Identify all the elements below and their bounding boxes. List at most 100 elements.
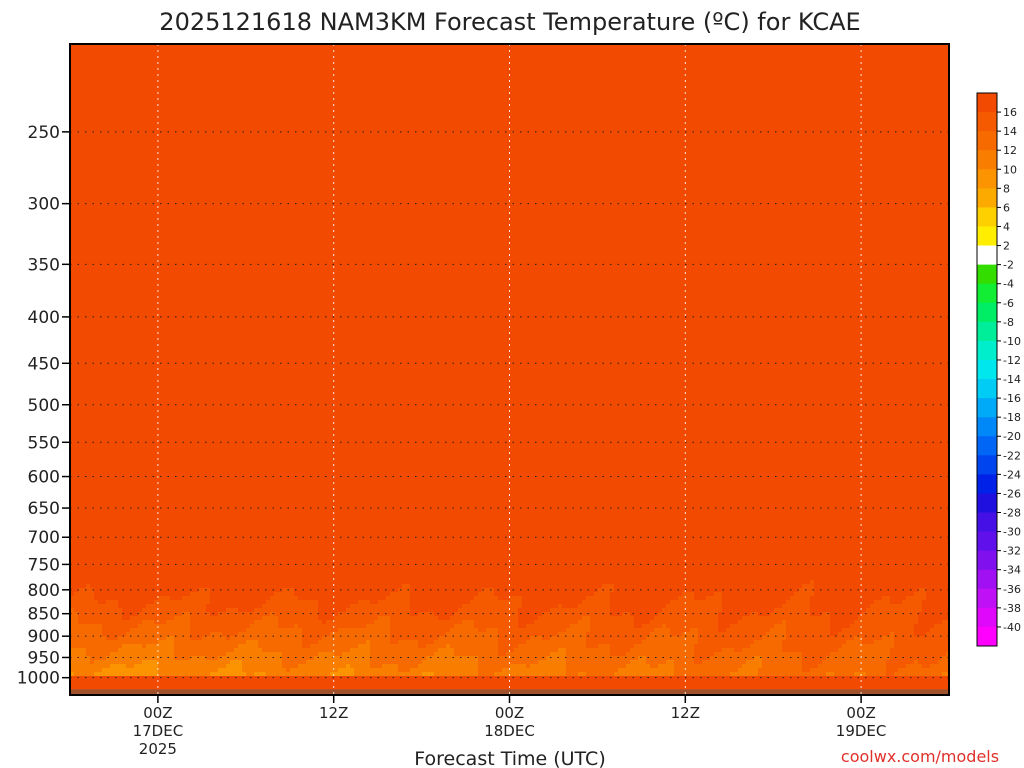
heatmap-cell	[850, 104, 855, 109]
heatmap-cell	[790, 80, 795, 85]
heatmap-cell	[558, 120, 563, 125]
heatmap-cell	[398, 44, 403, 49]
heatmap-cell	[738, 128, 743, 133]
heatmap-cell	[778, 116, 783, 121]
heatmap-cell	[326, 96, 331, 101]
heatmap-cell	[926, 84, 931, 89]
heatmap-cell	[614, 128, 619, 133]
heatmap-cell	[346, 104, 351, 109]
heatmap-cell	[306, 76, 311, 81]
heatmap-cell	[806, 112, 811, 117]
heatmap-cell	[78, 72, 83, 77]
heatmap-cell	[110, 112, 115, 117]
heatmap-cell	[122, 80, 127, 85]
heatmap-cell	[822, 56, 827, 61]
heatmap-cell	[126, 68, 131, 73]
heatmap-cell	[762, 60, 767, 65]
heatmap-cell	[346, 60, 351, 65]
heatmap-cell	[518, 48, 523, 53]
heatmap-cell	[302, 96, 307, 101]
heatmap-cell	[622, 108, 627, 113]
heatmap-cell	[874, 104, 879, 109]
heatmap-cell	[194, 100, 199, 105]
heatmap-cell	[426, 116, 431, 121]
heatmap-cell	[330, 96, 335, 101]
heatmap-cell	[458, 112, 463, 117]
heatmap-cell	[694, 84, 699, 89]
heatmap-cell	[846, 100, 851, 105]
heatmap-cell	[862, 92, 867, 97]
heatmap-cell	[514, 116, 519, 121]
heatmap-cell	[442, 108, 447, 113]
heatmap-cell	[726, 64, 731, 69]
heatmap-cell	[406, 52, 411, 57]
heatmap-cell	[582, 100, 587, 105]
heatmap-cell	[914, 108, 919, 113]
heatmap-cell	[846, 44, 851, 49]
heatmap-cell	[726, 60, 731, 65]
heatmap-cell	[270, 56, 275, 61]
heatmap-cell	[814, 124, 819, 129]
heatmap-cell	[378, 64, 383, 69]
heatmap-cell	[270, 124, 275, 129]
heatmap-cell	[790, 48, 795, 53]
heatmap-cell	[114, 100, 119, 105]
heatmap-cell	[714, 116, 719, 121]
heatmap-cell	[506, 56, 511, 61]
heatmap-cell	[918, 80, 923, 85]
heatmap-cell	[134, 116, 139, 121]
heatmap-cell	[98, 112, 103, 117]
heatmap-cell	[678, 72, 683, 77]
heatmap-cell	[782, 96, 787, 101]
heatmap-cell	[782, 108, 787, 113]
heatmap-cell	[322, 76, 327, 81]
heatmap-cell	[902, 88, 907, 93]
heatmap-cell	[302, 72, 307, 77]
heatmap-cell	[82, 116, 87, 121]
heatmap-cell	[894, 104, 899, 109]
heatmap-cell	[634, 84, 639, 89]
heatmap-cell	[574, 92, 579, 97]
heatmap-cell	[190, 72, 195, 77]
heatmap-cell	[562, 124, 567, 129]
heatmap-cell	[70, 72, 75, 77]
heatmap-cell	[610, 68, 615, 73]
heatmap-cell	[250, 128, 255, 133]
heatmap-cell	[558, 92, 563, 97]
heatmap-cell	[338, 108, 343, 113]
heatmap-cell	[550, 128, 555, 133]
heatmap-cell	[486, 60, 491, 65]
heatmap-cell	[658, 100, 663, 105]
heatmap-cell	[518, 100, 523, 105]
heatmap-cell	[298, 64, 303, 69]
heatmap-cell	[734, 112, 739, 117]
heatmap-cell	[702, 124, 707, 129]
heatmap-cell	[618, 120, 623, 125]
heatmap-cell	[478, 48, 483, 53]
heatmap-cell	[266, 72, 271, 77]
heatmap-cell	[222, 124, 227, 129]
heatmap-cell	[398, 112, 403, 117]
heatmap-cell	[838, 96, 843, 101]
heatmap-cell	[134, 80, 139, 85]
heatmap-cell	[706, 108, 711, 113]
heatmap-cell	[70, 52, 75, 57]
heatmap-cell	[658, 84, 663, 89]
heatmap-cell	[706, 48, 711, 53]
heatmap-cell	[498, 124, 503, 129]
heatmap-cell	[346, 92, 351, 97]
heatmap-cell	[502, 112, 507, 117]
heatmap-cell	[774, 108, 779, 113]
heatmap-cell	[502, 100, 507, 105]
heatmap-cell	[930, 72, 935, 77]
heatmap-cell	[706, 92, 711, 97]
heatmap-cell	[894, 84, 899, 89]
heatmap-cell	[246, 64, 251, 69]
heatmap-cell	[482, 84, 487, 89]
heatmap-cell	[694, 48, 699, 53]
heatmap-cell	[354, 108, 359, 113]
heatmap-cell	[650, 100, 655, 105]
heatmap-cell	[870, 52, 875, 57]
heatmap-cell	[402, 120, 407, 125]
heatmap-cell	[446, 128, 451, 133]
